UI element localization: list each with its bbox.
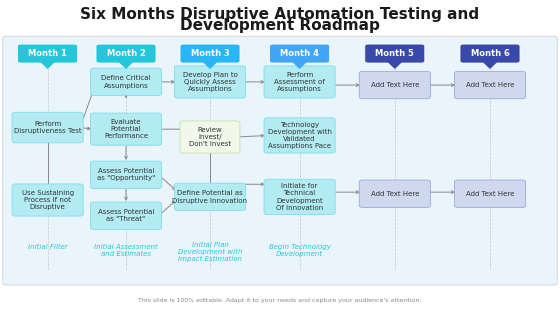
- FancyBboxPatch shape: [180, 121, 240, 153]
- Text: Add Text Here: Add Text Here: [466, 191, 514, 197]
- FancyBboxPatch shape: [180, 44, 240, 63]
- Text: Perform
Assessment of
Assumptions: Perform Assessment of Assumptions: [274, 72, 325, 92]
- Text: Initiate for
Technical
Development
Of Innovation: Initiate for Technical Development Of In…: [276, 183, 323, 211]
- Text: Month 4: Month 4: [280, 49, 319, 58]
- Text: Month 1: Month 1: [28, 49, 67, 58]
- FancyBboxPatch shape: [91, 113, 161, 145]
- Text: Use Sustaining
Process if not
Disruptive: Use Sustaining Process if not Disruptive: [21, 190, 74, 210]
- FancyBboxPatch shape: [91, 202, 161, 229]
- FancyBboxPatch shape: [455, 72, 525, 99]
- FancyBboxPatch shape: [175, 183, 245, 210]
- Text: Evaluate
Potential
Performance: Evaluate Potential Performance: [104, 119, 148, 140]
- Polygon shape: [203, 61, 217, 68]
- Text: Begin Technology
Development: Begin Technology Development: [269, 244, 330, 257]
- FancyBboxPatch shape: [91, 161, 161, 188]
- Text: Add Text Here: Add Text Here: [371, 82, 419, 88]
- FancyBboxPatch shape: [12, 112, 83, 143]
- Text: This slide is 100% editable. Adapt it to your needs and capture your audience's : This slide is 100% editable. Adapt it to…: [138, 298, 422, 303]
- FancyBboxPatch shape: [3, 36, 557, 285]
- Text: Initial Filter: Initial Filter: [28, 244, 67, 250]
- Polygon shape: [119, 61, 133, 68]
- Text: Technology
Development with
Validated
Assumptions Pace: Technology Development with Validated As…: [268, 122, 332, 149]
- Text: Month 3: Month 3: [190, 49, 230, 58]
- Text: Review
Invest/
Don't Invest: Review Invest/ Don't Invest: [189, 127, 231, 147]
- FancyBboxPatch shape: [455, 180, 525, 207]
- Text: Add Text Here: Add Text Here: [466, 82, 514, 88]
- Text: Month 2: Month 2: [106, 49, 146, 58]
- FancyBboxPatch shape: [460, 44, 520, 63]
- Text: Define Potential as
Disruptive Innovation: Define Potential as Disruptive Innovatio…: [172, 190, 248, 203]
- Polygon shape: [292, 61, 307, 68]
- Text: Define Critical
Assumptions: Define Critical Assumptions: [101, 75, 151, 89]
- FancyBboxPatch shape: [18, 44, 77, 63]
- FancyBboxPatch shape: [365, 44, 424, 63]
- FancyBboxPatch shape: [175, 66, 245, 98]
- Polygon shape: [40, 61, 55, 68]
- Polygon shape: [483, 61, 497, 68]
- Text: Month 5: Month 5: [375, 49, 414, 58]
- FancyBboxPatch shape: [359, 72, 430, 99]
- FancyBboxPatch shape: [12, 184, 83, 216]
- Text: Assess Potential
as "Threat": Assess Potential as "Threat": [98, 209, 154, 222]
- Text: Month 6: Month 6: [470, 49, 510, 58]
- Text: Assess Potential
as "Opportunity": Assess Potential as "Opportunity": [97, 168, 155, 181]
- Text: Perform
Disruptiveness Test: Perform Disruptiveness Test: [14, 121, 81, 134]
- Text: Develop Plan to
Quickly Assess
Assumptions: Develop Plan to Quickly Assess Assumptio…: [183, 72, 237, 92]
- Text: Initial Assessment
and Estimates: Initial Assessment and Estimates: [94, 244, 158, 257]
- FancyBboxPatch shape: [359, 180, 430, 207]
- FancyBboxPatch shape: [96, 44, 156, 63]
- Text: Add Text Here: Add Text Here: [371, 191, 419, 197]
- Polygon shape: [388, 61, 402, 68]
- Text: Six Months Disruptive Automation Testing and: Six Months Disruptive Automation Testing…: [81, 7, 479, 22]
- Text: Development Roadmap: Development Roadmap: [180, 18, 380, 33]
- FancyBboxPatch shape: [264, 118, 335, 153]
- FancyBboxPatch shape: [264, 66, 335, 98]
- FancyBboxPatch shape: [264, 179, 335, 215]
- FancyBboxPatch shape: [270, 44, 329, 63]
- FancyBboxPatch shape: [91, 68, 161, 96]
- Text: Initial Plan
Development with
Impact Estimation: Initial Plan Development with Impact Est…: [178, 242, 242, 262]
